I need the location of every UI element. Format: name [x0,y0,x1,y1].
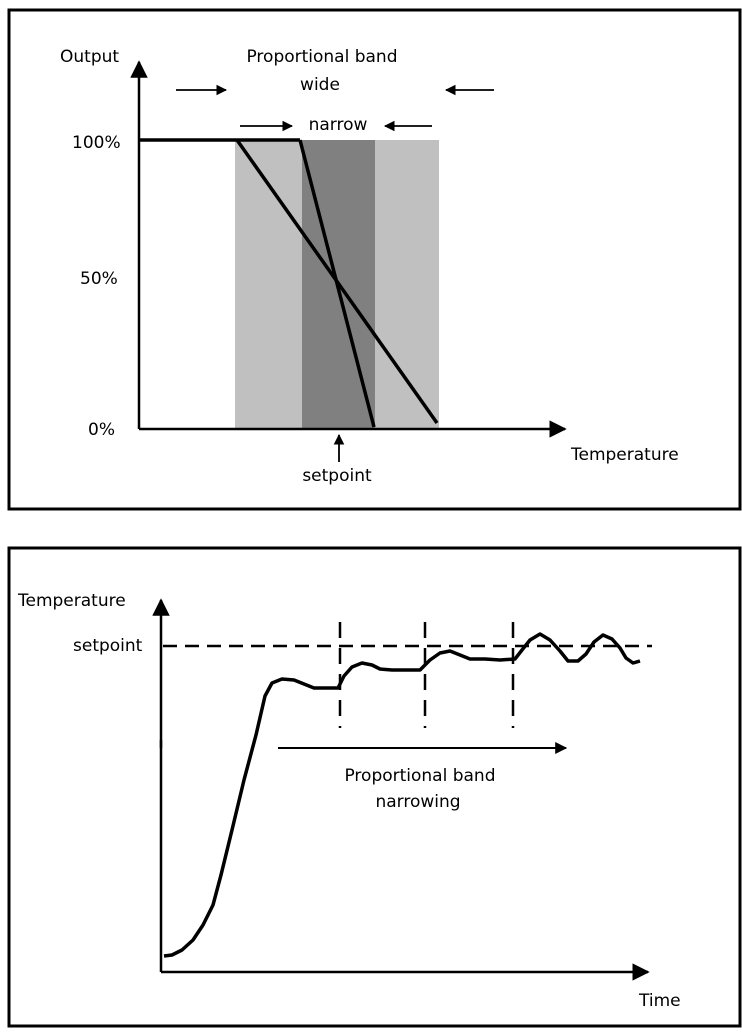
wide-band-response-line [235,138,439,425]
temperature-axis-label: Temperature [570,445,679,465]
narrow-label: narrow [309,115,368,135]
temperature-axis-label: Temperature [17,591,126,611]
band-title-line2: wide [300,75,340,95]
setpoint-label: setpoint [73,636,143,656]
setpoint-label: setpoint [302,466,372,486]
time-axis-label: Time [638,991,681,1011]
panel-border [7,546,742,1028]
narrowing-label-line1: Proportional band [344,766,495,786]
tick-50: 50% [80,269,118,289]
temperature-response-panel: Temperature setpoint Proportional band n… [7,546,742,1028]
wide-band-right [375,140,439,429]
output-axis-label: Output [60,47,119,67]
proportional-band-panel: Output Proportional band wide narrow 100… [7,8,742,511]
band-title-line1: Proportional band [246,47,397,67]
panel-border [7,8,742,511]
narrowing-label-line2: narrowing [375,792,460,812]
wide-band-left [235,140,302,429]
tick-100: 100% [72,133,121,153]
tick-0: 0% [88,420,115,440]
temperature-response-curve [163,632,641,958]
